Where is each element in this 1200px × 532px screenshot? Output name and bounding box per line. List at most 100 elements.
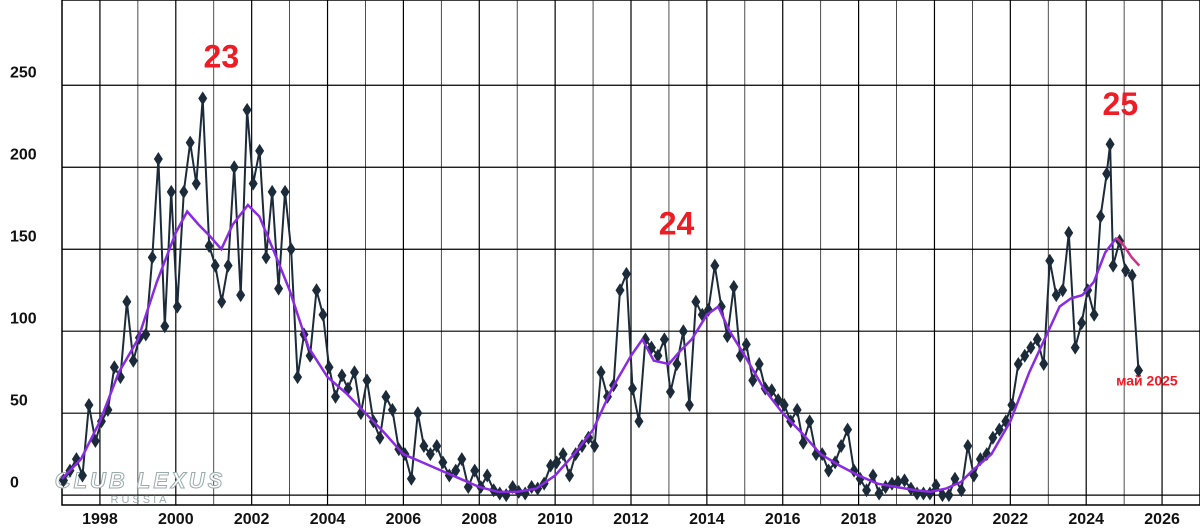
data-point — [337, 368, 347, 383]
data-point — [1096, 209, 1106, 224]
data-point — [868, 468, 878, 483]
data-point — [590, 438, 600, 453]
y-tick-label: 200 — [10, 146, 37, 163]
data-point — [665, 384, 675, 399]
data-point — [166, 184, 176, 199]
data-point — [508, 479, 518, 494]
data-point — [438, 455, 448, 470]
data-point — [312, 283, 322, 298]
data-point — [1013, 356, 1023, 371]
x-tick-label: 2000 — [158, 511, 194, 528]
data-point — [1020, 348, 1030, 363]
data-point — [672, 356, 682, 371]
data-point — [432, 438, 442, 453]
data-point — [122, 294, 132, 309]
data-point — [824, 463, 834, 478]
data-point — [937, 488, 947, 503]
data-point — [1039, 356, 1049, 371]
data-point — [425, 447, 435, 462]
x-tick-label: 2026 — [1144, 511, 1180, 528]
x-tick-label: 2020 — [917, 511, 953, 528]
data-point — [779, 397, 789, 412]
data-point — [1108, 258, 1118, 273]
data-point — [84, 397, 94, 412]
data-point — [387, 402, 397, 417]
data-point — [615, 283, 625, 298]
data-point — [147, 250, 157, 265]
data-point — [862, 483, 872, 498]
data-point — [375, 430, 385, 445]
data-point — [899, 473, 909, 488]
data-point — [59, 473, 69, 488]
data-point — [141, 327, 151, 342]
data-point — [457, 452, 467, 467]
data-point — [1064, 225, 1074, 240]
y-tick-label: 0 — [10, 474, 19, 491]
y-tick-label: 100 — [10, 310, 37, 327]
data-point — [1089, 307, 1099, 322]
data-point — [1127, 268, 1137, 283]
data-point — [956, 483, 966, 498]
data-point — [210, 258, 220, 273]
y-tick-label: 250 — [10, 64, 37, 81]
data-point — [470, 463, 480, 478]
data-point — [274, 281, 284, 296]
data-point — [204, 238, 214, 253]
data-point — [280, 184, 290, 199]
data-point — [893, 475, 903, 490]
x-tick-label: 2014 — [689, 511, 725, 528]
data-point — [792, 402, 802, 417]
data-point — [710, 258, 720, 273]
data-point — [963, 438, 973, 453]
annotation: май 2025 — [1116, 373, 1178, 389]
data-point — [767, 383, 777, 398]
data-point — [1105, 137, 1115, 152]
data-point — [628, 381, 638, 396]
data-point — [754, 356, 764, 371]
annotation: 25 — [1103, 86, 1139, 122]
data-point — [362, 373, 372, 388]
data-point — [419, 438, 429, 453]
data-point — [596, 365, 606, 380]
y-tick-label: 150 — [10, 228, 37, 245]
data-point — [191, 176, 201, 191]
x-tick-label: 2024 — [1068, 511, 1104, 528]
x-tick-label: 2006 — [386, 511, 422, 528]
data-point — [729, 279, 739, 294]
data-point — [1070, 340, 1080, 355]
data-point — [1077, 316, 1087, 331]
data-point — [925, 486, 935, 501]
x-tick-label: 2008 — [461, 511, 497, 528]
data-point — [293, 370, 303, 385]
data-point — [77, 468, 87, 483]
x-tick-label: 2022 — [993, 511, 1029, 528]
data-point — [248, 176, 258, 191]
data-point — [330, 389, 340, 404]
data-point — [217, 294, 227, 309]
series-line — [62, 98, 1140, 497]
data-point — [798, 435, 808, 450]
data-point — [653, 348, 663, 363]
data-point — [621, 266, 631, 281]
annotation: 23 — [204, 38, 240, 74]
x-tick-label: 2018 — [841, 511, 877, 528]
data-point — [482, 468, 492, 483]
data-point — [318, 307, 328, 322]
data-point — [451, 463, 461, 478]
data-point — [349, 365, 359, 380]
x-tick-label: 2016 — [765, 511, 801, 528]
data-point — [552, 455, 562, 470]
data-point — [286, 242, 296, 257]
data-point — [267, 184, 277, 199]
data-point — [558, 447, 568, 462]
data-point — [1051, 288, 1061, 303]
data-point — [805, 414, 815, 429]
x-tick-label: 2010 — [537, 511, 573, 528]
data-point — [691, 294, 701, 309]
data-point — [836, 438, 846, 453]
data-point — [988, 430, 998, 445]
data-point — [109, 360, 119, 375]
data-point — [1045, 253, 1055, 268]
